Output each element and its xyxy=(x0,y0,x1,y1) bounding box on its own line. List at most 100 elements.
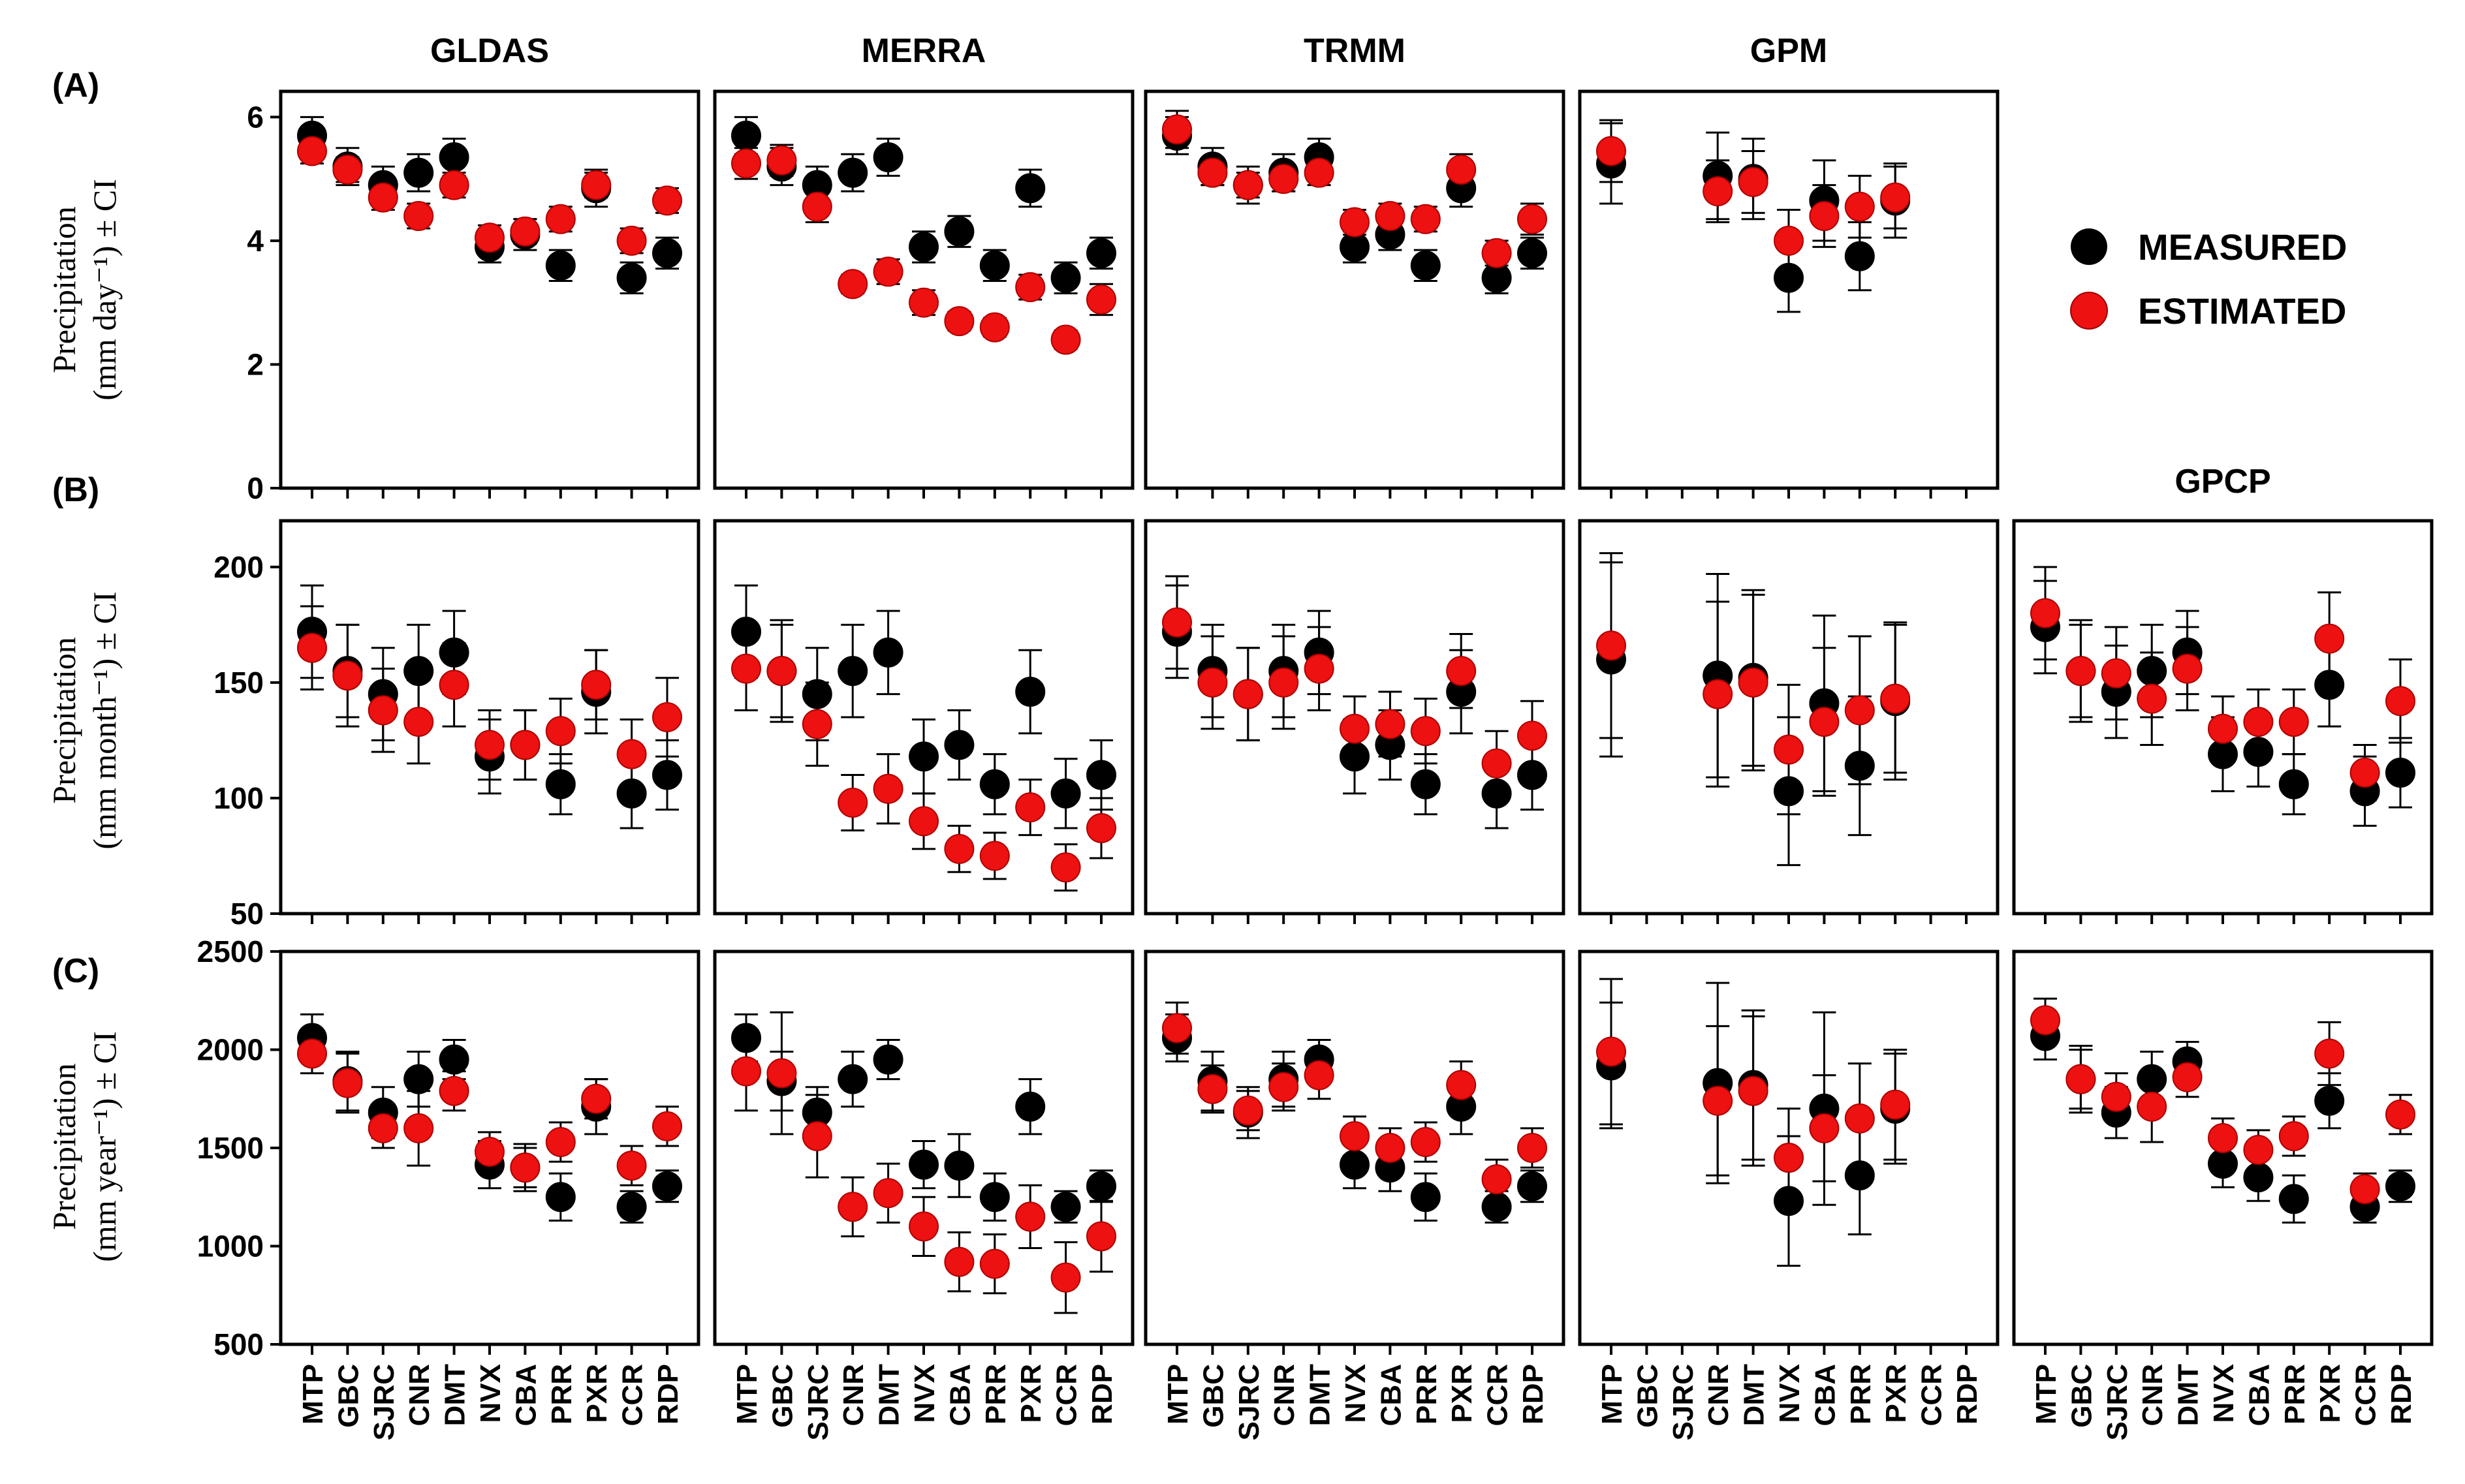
point-estimated-pxr xyxy=(1446,1070,1477,1100)
point-estimated-pxr xyxy=(1446,154,1477,185)
point-estimated-nvx xyxy=(2208,1122,2238,1153)
panel-a-gpm xyxy=(1578,89,2000,499)
point-estimated-dmt xyxy=(439,170,469,200)
series-estimated xyxy=(1162,575,1547,797)
point-estimated-nvx xyxy=(1340,713,1370,744)
point-measured-prr xyxy=(545,1182,576,1213)
series-estimated xyxy=(731,144,1116,355)
point-measured-cnr xyxy=(403,157,434,188)
x-tick-label-pxr: PXR xyxy=(1015,1364,1047,1423)
point-measured-prr xyxy=(979,769,1010,799)
point-estimated-mtp xyxy=(731,148,761,179)
point-estimated-nvx xyxy=(1340,207,1370,238)
point-estimated-mtp xyxy=(1162,1013,1192,1043)
point-estimated-cba xyxy=(1375,709,1405,739)
point-estimated-pxr xyxy=(1446,656,1477,687)
x-tick-label-prr: PRR xyxy=(1411,1364,1443,1425)
x-tick-label-prr: PRR xyxy=(546,1364,578,1425)
x-tick-label-dmt: DMT xyxy=(1304,1364,1336,1426)
point-estimated-rdp xyxy=(2385,1099,2415,1130)
point-estimated-gbc xyxy=(332,660,363,691)
x-tick-label-rdp: RDP xyxy=(1951,1364,1983,1425)
point-estimated-prr xyxy=(1844,1103,1875,1134)
y-tick-label: 1500 xyxy=(197,1131,264,1165)
point-estimated-cnr xyxy=(1268,1072,1299,1102)
series-measured xyxy=(731,116,1116,294)
x-tick-label-prr: PRR xyxy=(2279,1364,2311,1425)
x-tick-label-cnr: CNR xyxy=(2137,1364,2169,1426)
point-estimated-nvx xyxy=(1774,1143,1804,1173)
y-tick-label: 2500 xyxy=(197,935,264,968)
point-measured-ccr xyxy=(616,1192,647,1222)
x-tick-label-ccr: CCR xyxy=(1916,1364,1948,1426)
point-estimated-sjrc xyxy=(368,182,398,213)
point-estimated-prr xyxy=(1844,695,1875,726)
point-estimated-prr xyxy=(545,204,576,234)
panel-a-trmm xyxy=(1144,89,1565,499)
x-tick-label-gbc: GBC xyxy=(2065,1364,2097,1428)
series-estimated xyxy=(1162,1001,1547,1200)
point-estimated-prr xyxy=(979,312,1010,343)
point-measured-cnr xyxy=(403,1064,434,1094)
point-estimated-nvx xyxy=(1774,225,1804,256)
point-estimated-gbc xyxy=(1197,157,1228,188)
x-tick-label-gbc: GBC xyxy=(1197,1364,1229,1428)
point-measured-dmt xyxy=(873,637,903,668)
y-tick-label: 0 xyxy=(247,471,264,505)
x-tick-label-mtp: MTP xyxy=(1596,1364,1628,1425)
point-measured-rdp xyxy=(1086,238,1116,268)
x-tick-label-dmt: DMT xyxy=(1738,1364,1770,1426)
panel-c-gpm: MTP GBC SJRC CNR DMT NVX CBA PRR PXR CCR RDP xyxy=(1578,950,2000,1440)
column-title-merra: MERRA xyxy=(862,32,986,70)
x-tick-label-rdp: RDP xyxy=(2385,1364,2417,1425)
point-estimated-mtp xyxy=(1162,114,1192,145)
point-measured-prr xyxy=(545,250,576,281)
point-measured-prr xyxy=(1410,769,1441,799)
column-title-gldas: GLDAS xyxy=(430,32,549,70)
point-measured-cba xyxy=(944,730,975,760)
y-tick-label: 500 xyxy=(213,1327,264,1361)
point-estimated-cnr xyxy=(838,788,868,818)
point-estimated-cnr xyxy=(2137,1091,2167,1122)
point-estimated-nvx xyxy=(475,730,505,760)
point-estimated-gbc xyxy=(2065,1064,2096,1094)
point-measured-dmt xyxy=(439,142,469,172)
point-estimated-pxr xyxy=(581,670,612,700)
point-estimated-cba xyxy=(1809,707,1840,737)
x-tick-label-sjrc: SJRC xyxy=(1667,1364,1699,1440)
point-measured-mtp xyxy=(731,120,761,151)
column-title-gpcp: GPCP xyxy=(2175,463,2270,501)
legend-label-estimated: ESTIMATED xyxy=(2138,290,2346,332)
point-measured-nvx xyxy=(909,741,939,772)
point-estimated-sjrc xyxy=(2101,1081,2131,1112)
point-estimated-cba xyxy=(510,730,541,760)
x-tick-label-mtp: MTP xyxy=(731,1364,763,1425)
point-estimated-gbc xyxy=(2065,656,2096,687)
point-estimated-sjrc xyxy=(2101,658,2131,688)
series-estimated xyxy=(1162,110,1547,268)
x-tick-label-prr: PRR xyxy=(980,1364,1012,1425)
point-measured-rdp xyxy=(652,238,682,268)
point-estimated-ccr xyxy=(1050,324,1081,355)
point-measured-pxr xyxy=(1015,173,1046,204)
row-label-c: (C) xyxy=(52,952,99,990)
point-estimated-nvx xyxy=(1774,734,1804,765)
point-estimated-rdp xyxy=(1086,1221,1116,1252)
point-estimated-cba xyxy=(1375,201,1405,232)
x-tick-label-nvx: NVX xyxy=(475,1364,507,1423)
point-estimated-nvx xyxy=(1340,1121,1370,1151)
x-tick-label-cba: CBA xyxy=(2243,1364,2275,1426)
point-estimated-ccr xyxy=(616,739,647,769)
point-measured-dmt xyxy=(439,1044,469,1075)
x-tick-label-sjrc: SJRC xyxy=(2101,1364,2133,1440)
point-estimated-rdp xyxy=(1086,812,1116,843)
point-estimated-nvx xyxy=(2208,713,2238,744)
y-axis-title-line2: (mm month⁻¹) ± CI xyxy=(86,591,123,849)
point-estimated-ccr xyxy=(1481,748,1512,779)
point-estimated-dmt xyxy=(1738,166,1768,197)
point-measured-rdp xyxy=(652,1171,682,1201)
y-axis-title-line1: Precipitation xyxy=(46,1063,82,1230)
y-tick-label: 200 xyxy=(213,550,264,584)
point-estimated-mtp xyxy=(731,1056,761,1087)
